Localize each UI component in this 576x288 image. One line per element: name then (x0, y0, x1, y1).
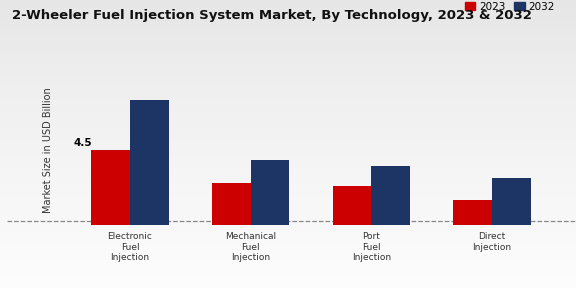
Bar (212, 183, 251, 225)
Bar (492, 178, 530, 225)
Text: 4.5: 4.5 (74, 138, 93, 148)
Bar (92, 150, 130, 225)
Y-axis label: Market Size in USD Billion: Market Size in USD Billion (43, 87, 54, 213)
Bar (333, 186, 372, 225)
Bar (130, 100, 169, 225)
Bar (453, 200, 492, 225)
Bar (251, 160, 289, 225)
Bar (372, 166, 410, 225)
Legend: 2023, 2032: 2023, 2032 (461, 0, 559, 16)
Text: 2-Wheeler Fuel Injection System Market, By Technology, 2023 & 2032: 2-Wheeler Fuel Injection System Market, … (12, 9, 532, 22)
